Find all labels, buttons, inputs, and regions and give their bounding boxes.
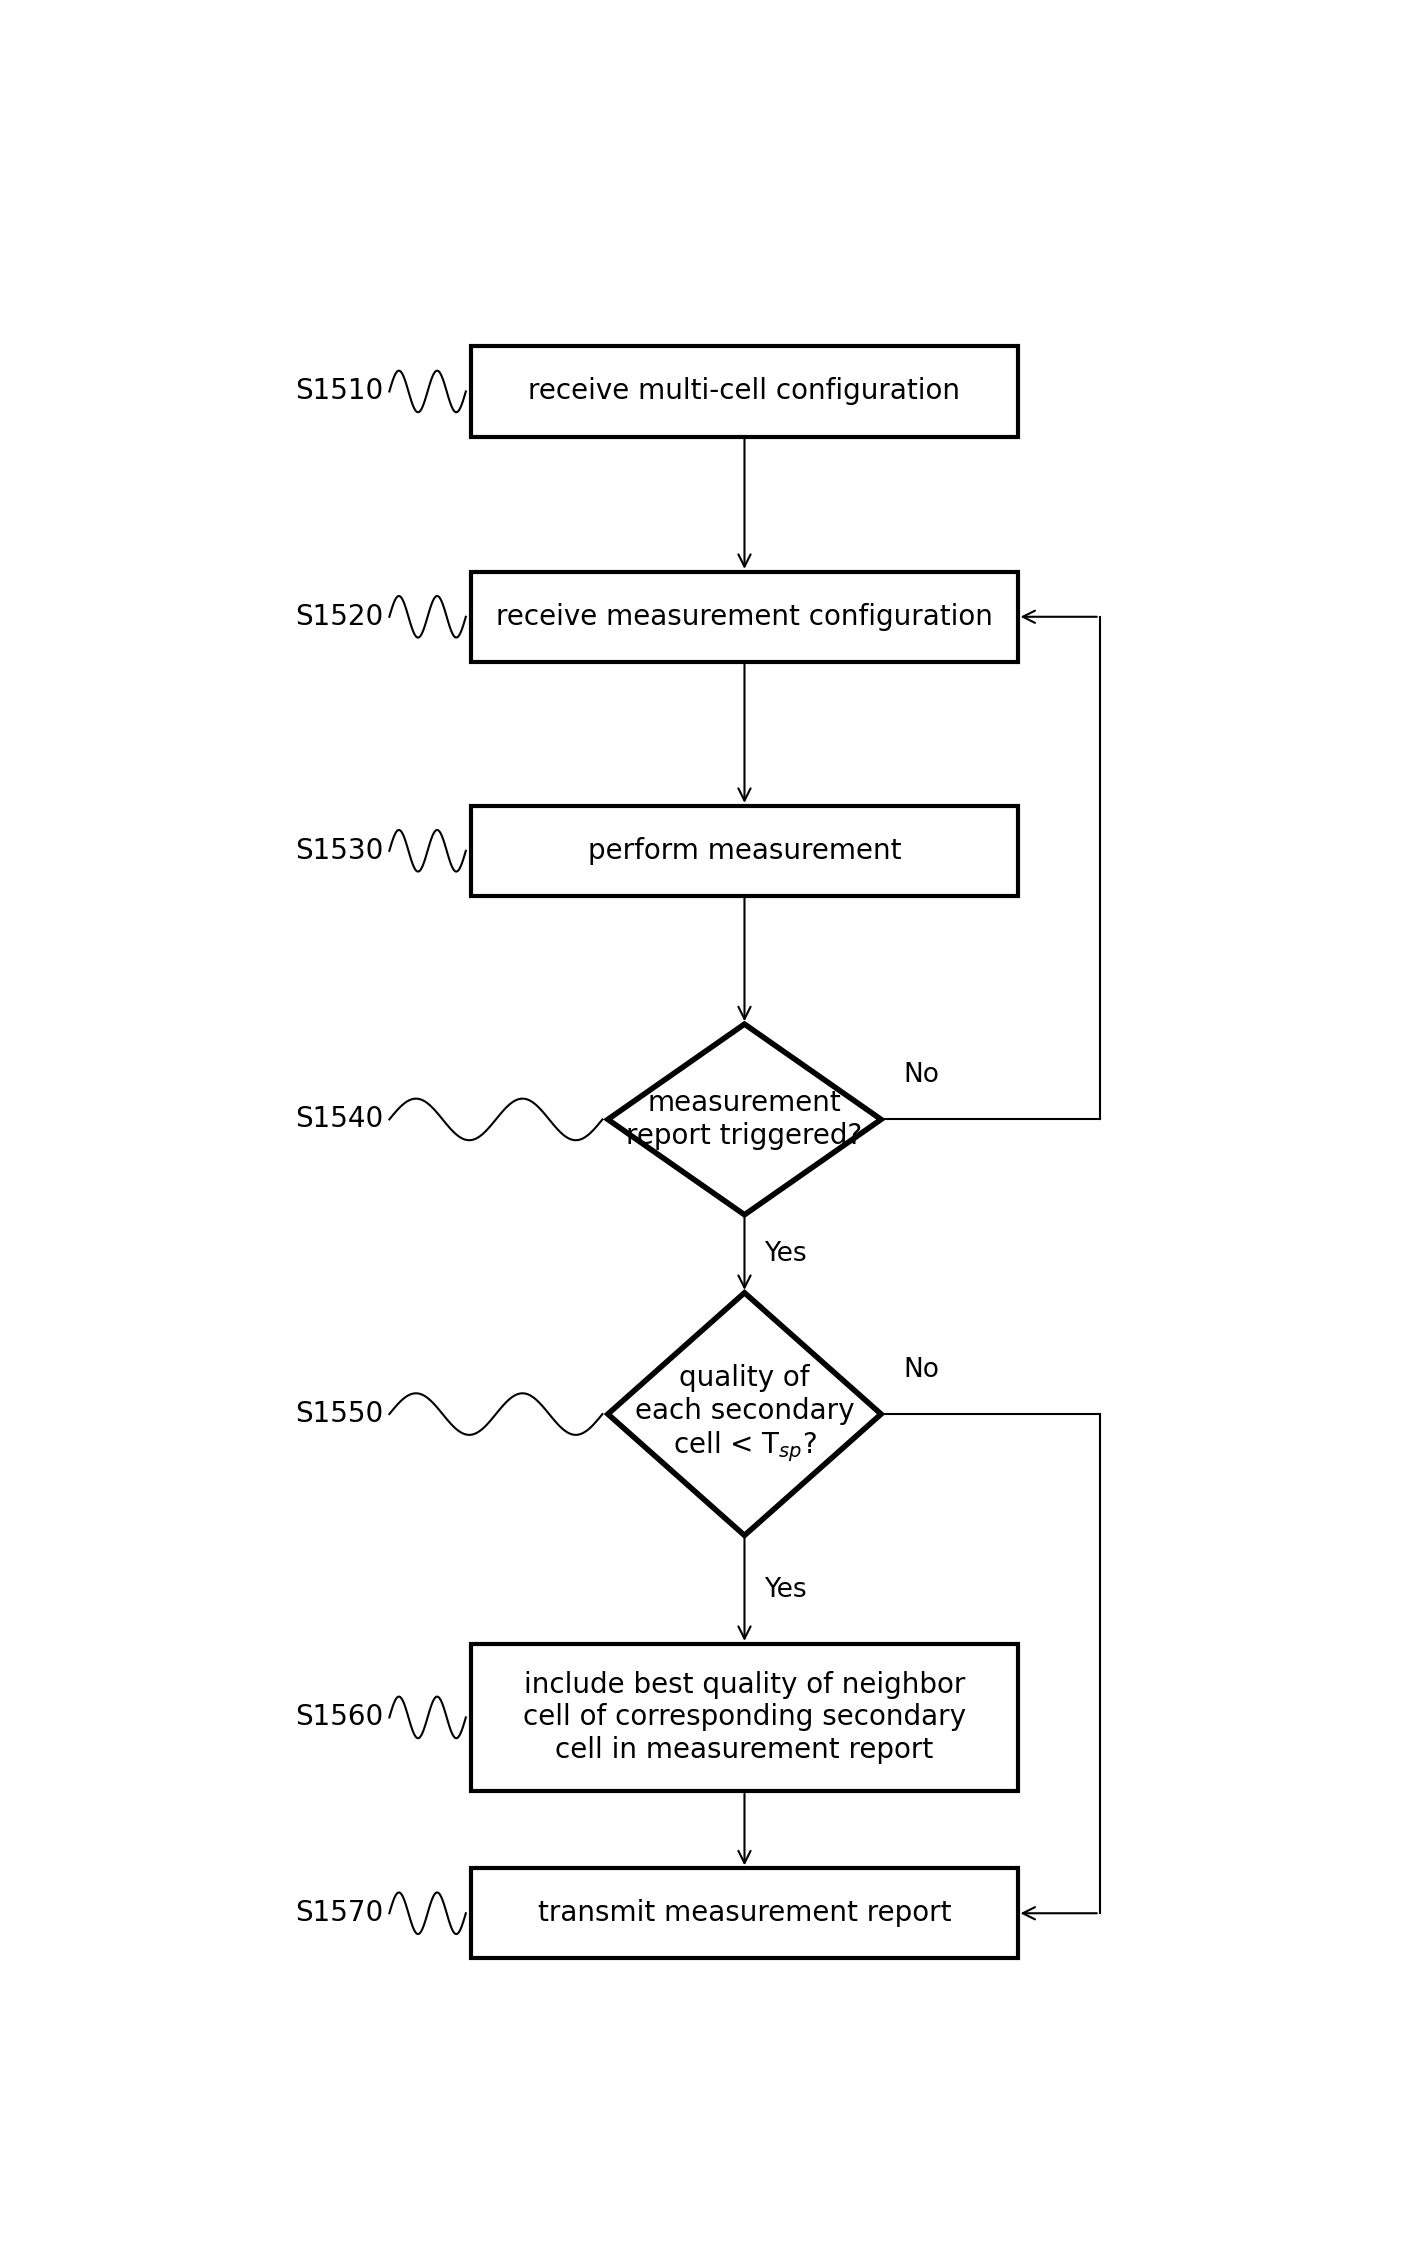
Bar [471,806,1018,896]
Text: S1550: S1550 [296,1400,384,1427]
Polygon shape [608,1292,881,1535]
Text: quality of
each secondary
cell < T$_{sp}$?: quality of each secondary cell < T$_{sp}… [634,1364,854,1463]
Text: No: No [902,1357,939,1382]
Text: No: No [902,1062,939,1087]
Text: S1540: S1540 [296,1105,384,1135]
Bar [471,572,1018,662]
Text: S1530: S1530 [296,837,384,864]
Text: Yes: Yes [764,1576,807,1603]
Bar [471,347,1018,437]
Bar [471,1868,1018,1958]
Text: S1520: S1520 [296,603,384,630]
Text: perform measurement: perform measurement [588,837,901,864]
Text: measurement
report triggered?: measurement report triggered? [626,1089,863,1150]
Bar [471,1643,1018,1792]
Text: receive multi-cell configuration: receive multi-cell configuration [529,378,960,405]
Text: S1570: S1570 [296,1900,384,1927]
Polygon shape [608,1024,881,1216]
Text: receive measurement configuration: receive measurement configuration [496,603,993,630]
Text: S1510: S1510 [296,378,384,405]
Text: Yes: Yes [764,1240,807,1267]
Text: include best quality of neighbor
cell of corresponding secondary
cell in measure: include best quality of neighbor cell of… [523,1670,966,1765]
Text: transmit measurement report: transmit measurement report [537,1900,952,1927]
Text: S1560: S1560 [296,1704,384,1731]
